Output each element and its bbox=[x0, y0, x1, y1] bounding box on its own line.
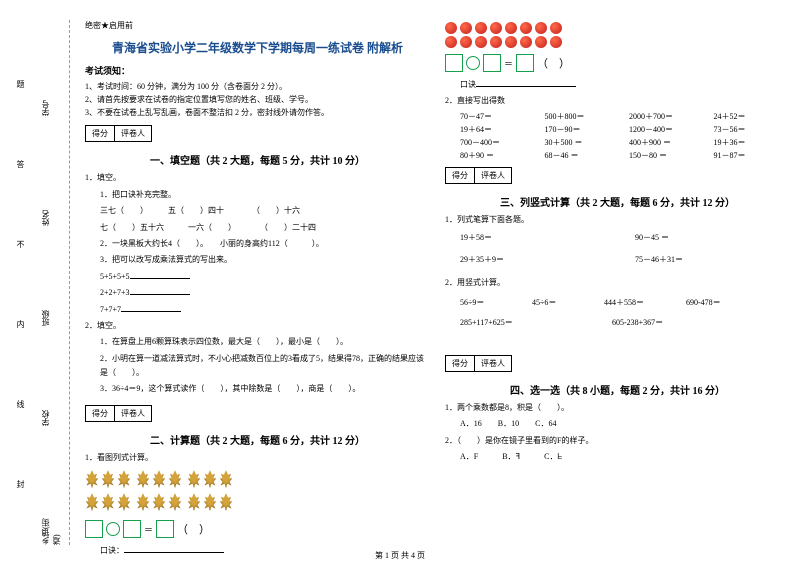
section-3-title: 三、列竖式计算（共 2 大题，每题 6 分，共计 12 分） bbox=[445, 194, 790, 209]
q1c1: 5+5+5+5 bbox=[85, 270, 430, 284]
equation-box-2: ＝（ ） bbox=[445, 54, 570, 72]
seal-5: 答 bbox=[15, 160, 26, 168]
secret-label: 绝密★启用前 bbox=[85, 20, 430, 31]
q1f: 3．36÷4＝9，这个算式读作（ ），其中除数是（ ），商是（ ）。 bbox=[85, 382, 430, 396]
seal-1: 封 bbox=[15, 480, 26, 488]
koujue-2: 口诀 bbox=[445, 78, 790, 92]
notice-2: 2、请首先按要求在试卷的指定位置填写您的姓名、班级、学号。 bbox=[85, 94, 430, 107]
grader-label: 评卷人 bbox=[115, 126, 151, 141]
binding-margin: 乡镇(街道) 学校 班级 姓名 学号 封 线 内 不 答 题 bbox=[10, 20, 70, 545]
notice-1: 1、考试时间：60 分钟，满分为 100 分（含卷面分 2 分）。 bbox=[85, 81, 430, 94]
section-1-title: 一、填空题（共 2 大题，每题 5 分，共计 10 分） bbox=[85, 152, 430, 167]
page: 乡镇(街道) 学校 班级 姓名 学号 封 线 内 不 答 题 绝密★启用前 青海… bbox=[0, 0, 800, 545]
pineapple-icon bbox=[85, 470, 99, 488]
equation-box-1: ＝ （ ） bbox=[85, 520, 210, 538]
q4b: 2．（ ）是你在镜子里看到的F的样子。 bbox=[445, 434, 790, 448]
q4a-opts: A．16 B．10 C．64 bbox=[445, 417, 790, 431]
q1a-line1: 三七（ ） 五（ ）四十 （ ）十六 bbox=[85, 204, 430, 218]
q4a: 1．两个乘数都是8，积是（ ）。 bbox=[445, 401, 790, 415]
q2-head: 1．看图列式计算。 bbox=[85, 451, 430, 465]
q1b: 2．一块黑板大约长4（ ）。 小丽的身高约112（ ）。 bbox=[85, 237, 430, 251]
pineapple-row-2 bbox=[85, 493, 430, 511]
square-box bbox=[85, 520, 103, 538]
score-box-2: 得分 评卷人 bbox=[85, 405, 152, 422]
q1a-line2: 七（ ）五十六 一六（ ） （ ）二十四 bbox=[85, 221, 430, 235]
field-township: 乡镇(街道) bbox=[40, 510, 62, 545]
score-box-1: 得分 评卷人 bbox=[85, 125, 152, 142]
apple-icon bbox=[445, 22, 457, 34]
q1d: 1．在算盘上用6颗算珠表示四位数，最大是（ ），最小是（ ）。 bbox=[85, 335, 430, 349]
q1c3: 7+7+7 bbox=[85, 303, 430, 317]
q4b-opts: A．F B．ꟻ C．ᖶ bbox=[445, 450, 790, 464]
q1a: 1．把口诀补充完整。 bbox=[85, 188, 430, 202]
q1e: 2．小明在算一道减法算式时，不小心把减数百位上的3看成了5，结果得78，正确的结… bbox=[85, 352, 430, 381]
left-column: 绝密★启用前 青海省实验小学二年级数学下学期每周一练试卷 附解析 考试须知： 1… bbox=[85, 20, 430, 545]
notice-3: 3、不要在试卷上乱写乱画，卷面不整洁扣 2 分，密封线外请勿作答。 bbox=[85, 107, 430, 120]
seal-4: 不 bbox=[15, 240, 26, 248]
score-box-4: 得分 评卷人 bbox=[445, 355, 512, 372]
right-column: ＝（ ） 口诀 2．直接写出得数 70－47＝500＋800＝2000＋700＝… bbox=[445, 20, 790, 545]
score-box-3: 得分 评卷人 bbox=[445, 167, 512, 184]
field-name: 姓名 bbox=[40, 210, 51, 226]
notice-head: 考试须知： bbox=[85, 64, 430, 77]
seal-6: 题 bbox=[15, 80, 26, 88]
field-school: 学校 bbox=[40, 410, 51, 426]
seal-3: 内 bbox=[15, 320, 26, 328]
q1c: 3．把可以改写成乘法算式的写出来。 bbox=[85, 253, 430, 267]
apple-row-1 bbox=[445, 22, 790, 34]
exam-title: 青海省实验小学二年级数学下学期每周一练试卷 附解析 bbox=[85, 39, 430, 56]
q3b: 2．用竖式计算。 bbox=[445, 276, 790, 290]
vertical-grid-1: 19＋58＝90－45 ＝ 29＋35＋9＝75－46＋31＝ bbox=[445, 229, 790, 268]
section-4-title: 四、选一选（共 8 小题，每题 2 分，共计 16 分） bbox=[445, 382, 790, 397]
content: 绝密★启用前 青海省实验小学二年级数学下学期每周一练试卷 附解析 考试须知： 1… bbox=[70, 20, 790, 545]
field-id: 学号 bbox=[40, 100, 51, 116]
calc-grid: 70－47＝500＋800＝2000＋700＝24＋52＝ 19＋64＝170－… bbox=[445, 111, 790, 161]
section-2-title: 二、计算题（共 2 大题，每题 6 分，共计 12 分） bbox=[85, 432, 430, 447]
q1-head2: 2．填空。 bbox=[85, 319, 430, 333]
field-class: 班级 bbox=[40, 310, 51, 326]
score-label: 得分 bbox=[86, 126, 115, 141]
seal-2: 线 bbox=[15, 400, 26, 408]
vertical-grid-2: 56÷9＝ 45÷6＝ 444＋558＝ 690-478＝ 285+117+62… bbox=[445, 293, 790, 333]
q-direct-calc: 2．直接写出得数 bbox=[445, 94, 790, 108]
apple-row-2 bbox=[445, 36, 790, 48]
circle-box bbox=[106, 522, 120, 536]
q1c2: 2+2+7+3 bbox=[85, 286, 430, 300]
page-footer: 第 1 页 共 4 页 bbox=[0, 550, 800, 561]
q3a: 1．列式笔算下面各题。 bbox=[445, 213, 790, 227]
q1-head: 1．填空。 bbox=[85, 171, 430, 185]
pineapple-row-1 bbox=[85, 470, 430, 488]
